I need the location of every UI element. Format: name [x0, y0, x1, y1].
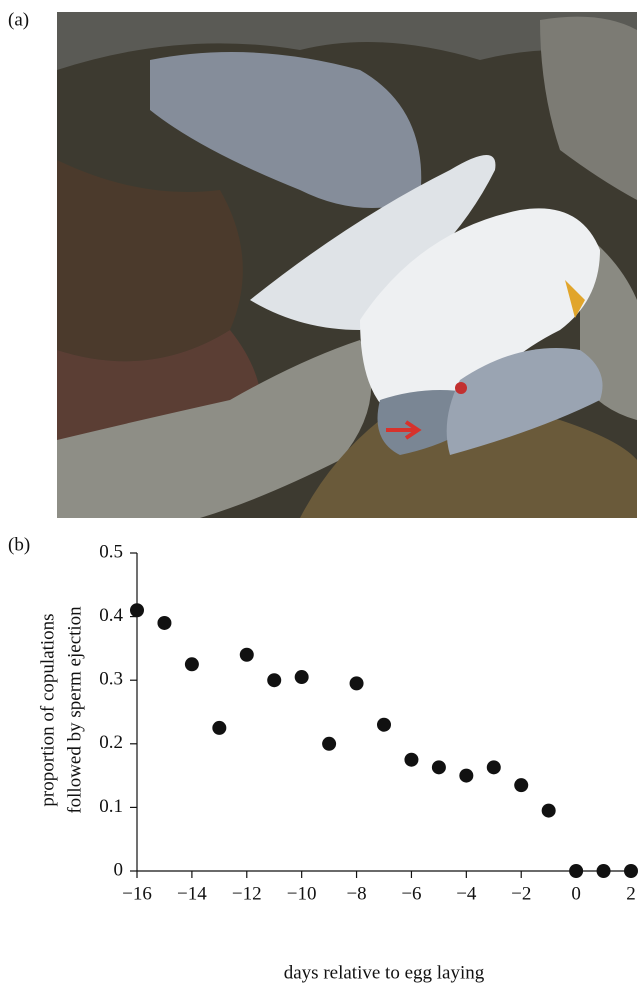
point [514, 778, 528, 792]
x-tick-label: 2 [626, 883, 636, 904]
x-tick-label: −10 [287, 883, 317, 904]
point [212, 721, 226, 735]
x-tick-label: −4 [456, 883, 477, 904]
x-tick-label: 0 [571, 883, 581, 904]
y-tick-label: 0.1 [99, 796, 123, 817]
x-axis-label: days relative to egg laying [284, 962, 485, 983]
figure: (a) (b) proportion of copulations follow… [0, 0, 640, 987]
y-tick-label: 0.3 [99, 669, 123, 690]
point [459, 769, 473, 783]
x-tick-label: −14 [177, 883, 207, 904]
y-tick-label: 0.4 [99, 605, 123, 626]
point [130, 603, 144, 617]
point [267, 673, 281, 687]
y-axis-label: followed by sperm ejection [64, 606, 85, 814]
point [597, 864, 611, 878]
point [185, 657, 199, 671]
point [542, 804, 556, 818]
x-tick-label: −8 [346, 883, 366, 904]
point [487, 760, 501, 774]
panel-label: (b) [8, 534, 30, 555]
x-tick-label: −6 [401, 883, 421, 904]
y-tick-label: 0 [114, 859, 124, 880]
y-tick-label: 0.5 [99, 541, 123, 562]
point [432, 760, 446, 774]
x-tick-label: −16 [122, 883, 152, 904]
point [404, 753, 418, 767]
point [157, 616, 171, 630]
point [350, 676, 364, 690]
y-tick-label: 0.2 [99, 732, 123, 753]
point [322, 737, 336, 751]
point [569, 864, 583, 878]
point [624, 864, 638, 878]
panel-label: (a) [8, 9, 29, 30]
point [295, 670, 309, 684]
cloaca-spot [455, 382, 467, 394]
photo [57, 12, 637, 518]
point [240, 648, 254, 662]
page: {"panel_labels": ["(a)", "(b)"], "chart_… [0, 0, 640, 987]
y-axis-label: proportion of copulations [37, 613, 58, 806]
x-tick-label: −2 [511, 883, 531, 904]
x-tick-label: −12 [232, 883, 262, 904]
point [377, 718, 391, 732]
